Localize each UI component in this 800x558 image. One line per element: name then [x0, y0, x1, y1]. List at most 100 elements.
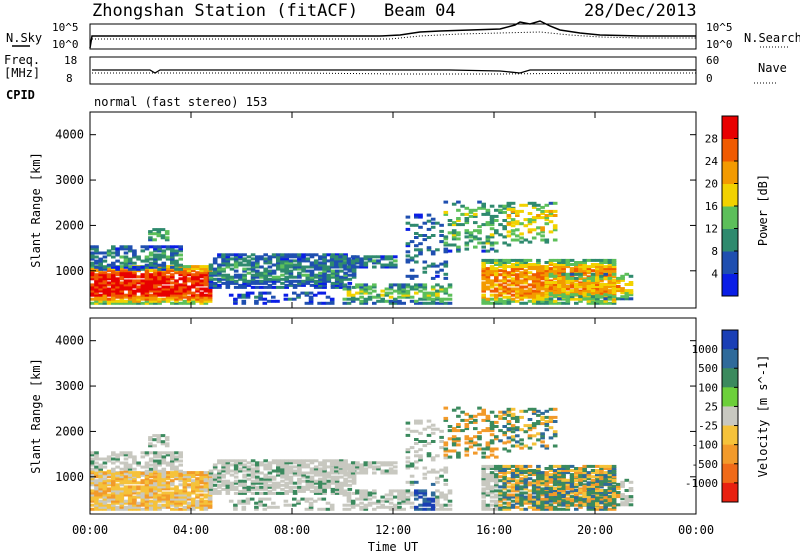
power-cell	[347, 277, 353, 281]
power-cell	[283, 297, 289, 301]
power-cell	[405, 260, 411, 264]
velocity-cell	[586, 489, 592, 493]
velocity-cell	[98, 469, 103, 473]
velocity-cell	[574, 471, 579, 475]
power-cell	[241, 299, 247, 303]
velocity-cell	[552, 475, 558, 479]
power-cell	[207, 289, 213, 293]
power-cell	[191, 273, 196, 277]
velocity-cell	[397, 491, 402, 495]
power-cell	[170, 257, 175, 261]
velocity-cell	[140, 495, 146, 499]
velocity-cell	[127, 473, 133, 477]
velocity-cell	[322, 461, 327, 465]
power-cell	[359, 299, 364, 303]
power-cell	[498, 233, 503, 237]
power-cell	[98, 283, 103, 287]
velocity-cell	[111, 505, 116, 509]
power-cell	[313, 275, 319, 279]
velocity-cell	[266, 497, 272, 501]
velocity-cell	[430, 468, 436, 472]
power-cell	[481, 223, 486, 227]
power-cell	[334, 285, 340, 289]
velocity-cell	[195, 477, 200, 481]
velocity-cell	[489, 427, 495, 431]
velocity-cell	[418, 491, 423, 495]
power-cell	[569, 295, 575, 299]
velocity-cell	[322, 477, 327, 481]
power-cell	[489, 217, 495, 220]
velocity-cell	[561, 473, 566, 477]
velocity-cell	[186, 473, 192, 477]
velocity-cell	[401, 491, 406, 495]
power-cell	[255, 263, 260, 267]
velocity-cell	[132, 471, 137, 475]
velocity-cell	[148, 467, 154, 471]
power-cell	[225, 277, 231, 281]
velocity-cell	[552, 479, 558, 483]
velocity-cell	[502, 473, 507, 477]
velocity-cell	[397, 505, 402, 509]
velocity-cell	[561, 464, 566, 468]
velocity-cell	[242, 473, 247, 477]
power-cell	[309, 277, 315, 281]
velocity-cbar-label: Velocity [m s^-1]	[756, 355, 770, 478]
velocity-cell	[217, 477, 222, 481]
velocity-cell	[161, 499, 167, 503]
velocity-cell	[102, 501, 108, 505]
power-cell	[195, 299, 200, 303]
power-cell	[607, 289, 613, 293]
power-cell	[489, 281, 495, 285]
power-cell	[540, 271, 545, 275]
velocity-cell	[288, 465, 294, 469]
velocity-cell	[548, 497, 554, 501]
velocity-cell	[157, 505, 162, 509]
velocity-cell	[611, 469, 617, 472]
velocity-cell	[515, 473, 520, 477]
velocity-cell	[611, 489, 617, 492]
power-cell	[115, 249, 120, 253]
power-cell	[140, 275, 146, 279]
velocity-cell	[426, 503, 432, 507]
power-cell	[182, 271, 188, 275]
velocity-cell	[418, 503, 423, 507]
velocity-cell	[161, 485, 167, 489]
power-cell	[123, 259, 129, 263]
velocity-cell	[127, 467, 133, 471]
power-cell	[262, 291, 268, 295]
power-cell	[203, 281, 209, 285]
power-cell	[515, 222, 520, 226]
velocity-cell	[127, 505, 133, 509]
velocity-cell	[519, 471, 524, 475]
power-cell	[318, 277, 323, 281]
power-cell	[161, 253, 167, 257]
velocity-cell	[603, 481, 608, 485]
nsky-series	[89, 20, 696, 49]
power-cell	[343, 259, 348, 263]
power-cell	[276, 265, 281, 269]
power-cell	[284, 261, 289, 265]
velocity-cell	[203, 493, 209, 497]
power-cell	[515, 261, 520, 264]
power-cell	[229, 277, 235, 281]
velocity-cell	[334, 485, 340, 489]
power-cell	[409, 295, 415, 299]
velocity-cell	[178, 507, 183, 511]
power-cell	[157, 271, 162, 275]
power-cell	[388, 261, 394, 265]
velocity-cell	[595, 475, 600, 479]
y-tick-label: 4000	[55, 334, 84, 348]
velocity-cell	[599, 479, 604, 483]
power-cell	[304, 291, 310, 295]
velocity-cell	[203, 485, 209, 489]
power-cell	[136, 255, 141, 259]
velocity-cell	[98, 487, 103, 491]
velocity-cell	[203, 507, 209, 511]
power-cell	[326, 279, 332, 283]
power-cell	[552, 265, 558, 269]
velocity-cell	[182, 489, 188, 493]
velocity-cell	[557, 503, 562, 507]
power-cell	[510, 224, 516, 228]
velocity-cell	[548, 489, 554, 493]
power-cell	[363, 299, 369, 303]
